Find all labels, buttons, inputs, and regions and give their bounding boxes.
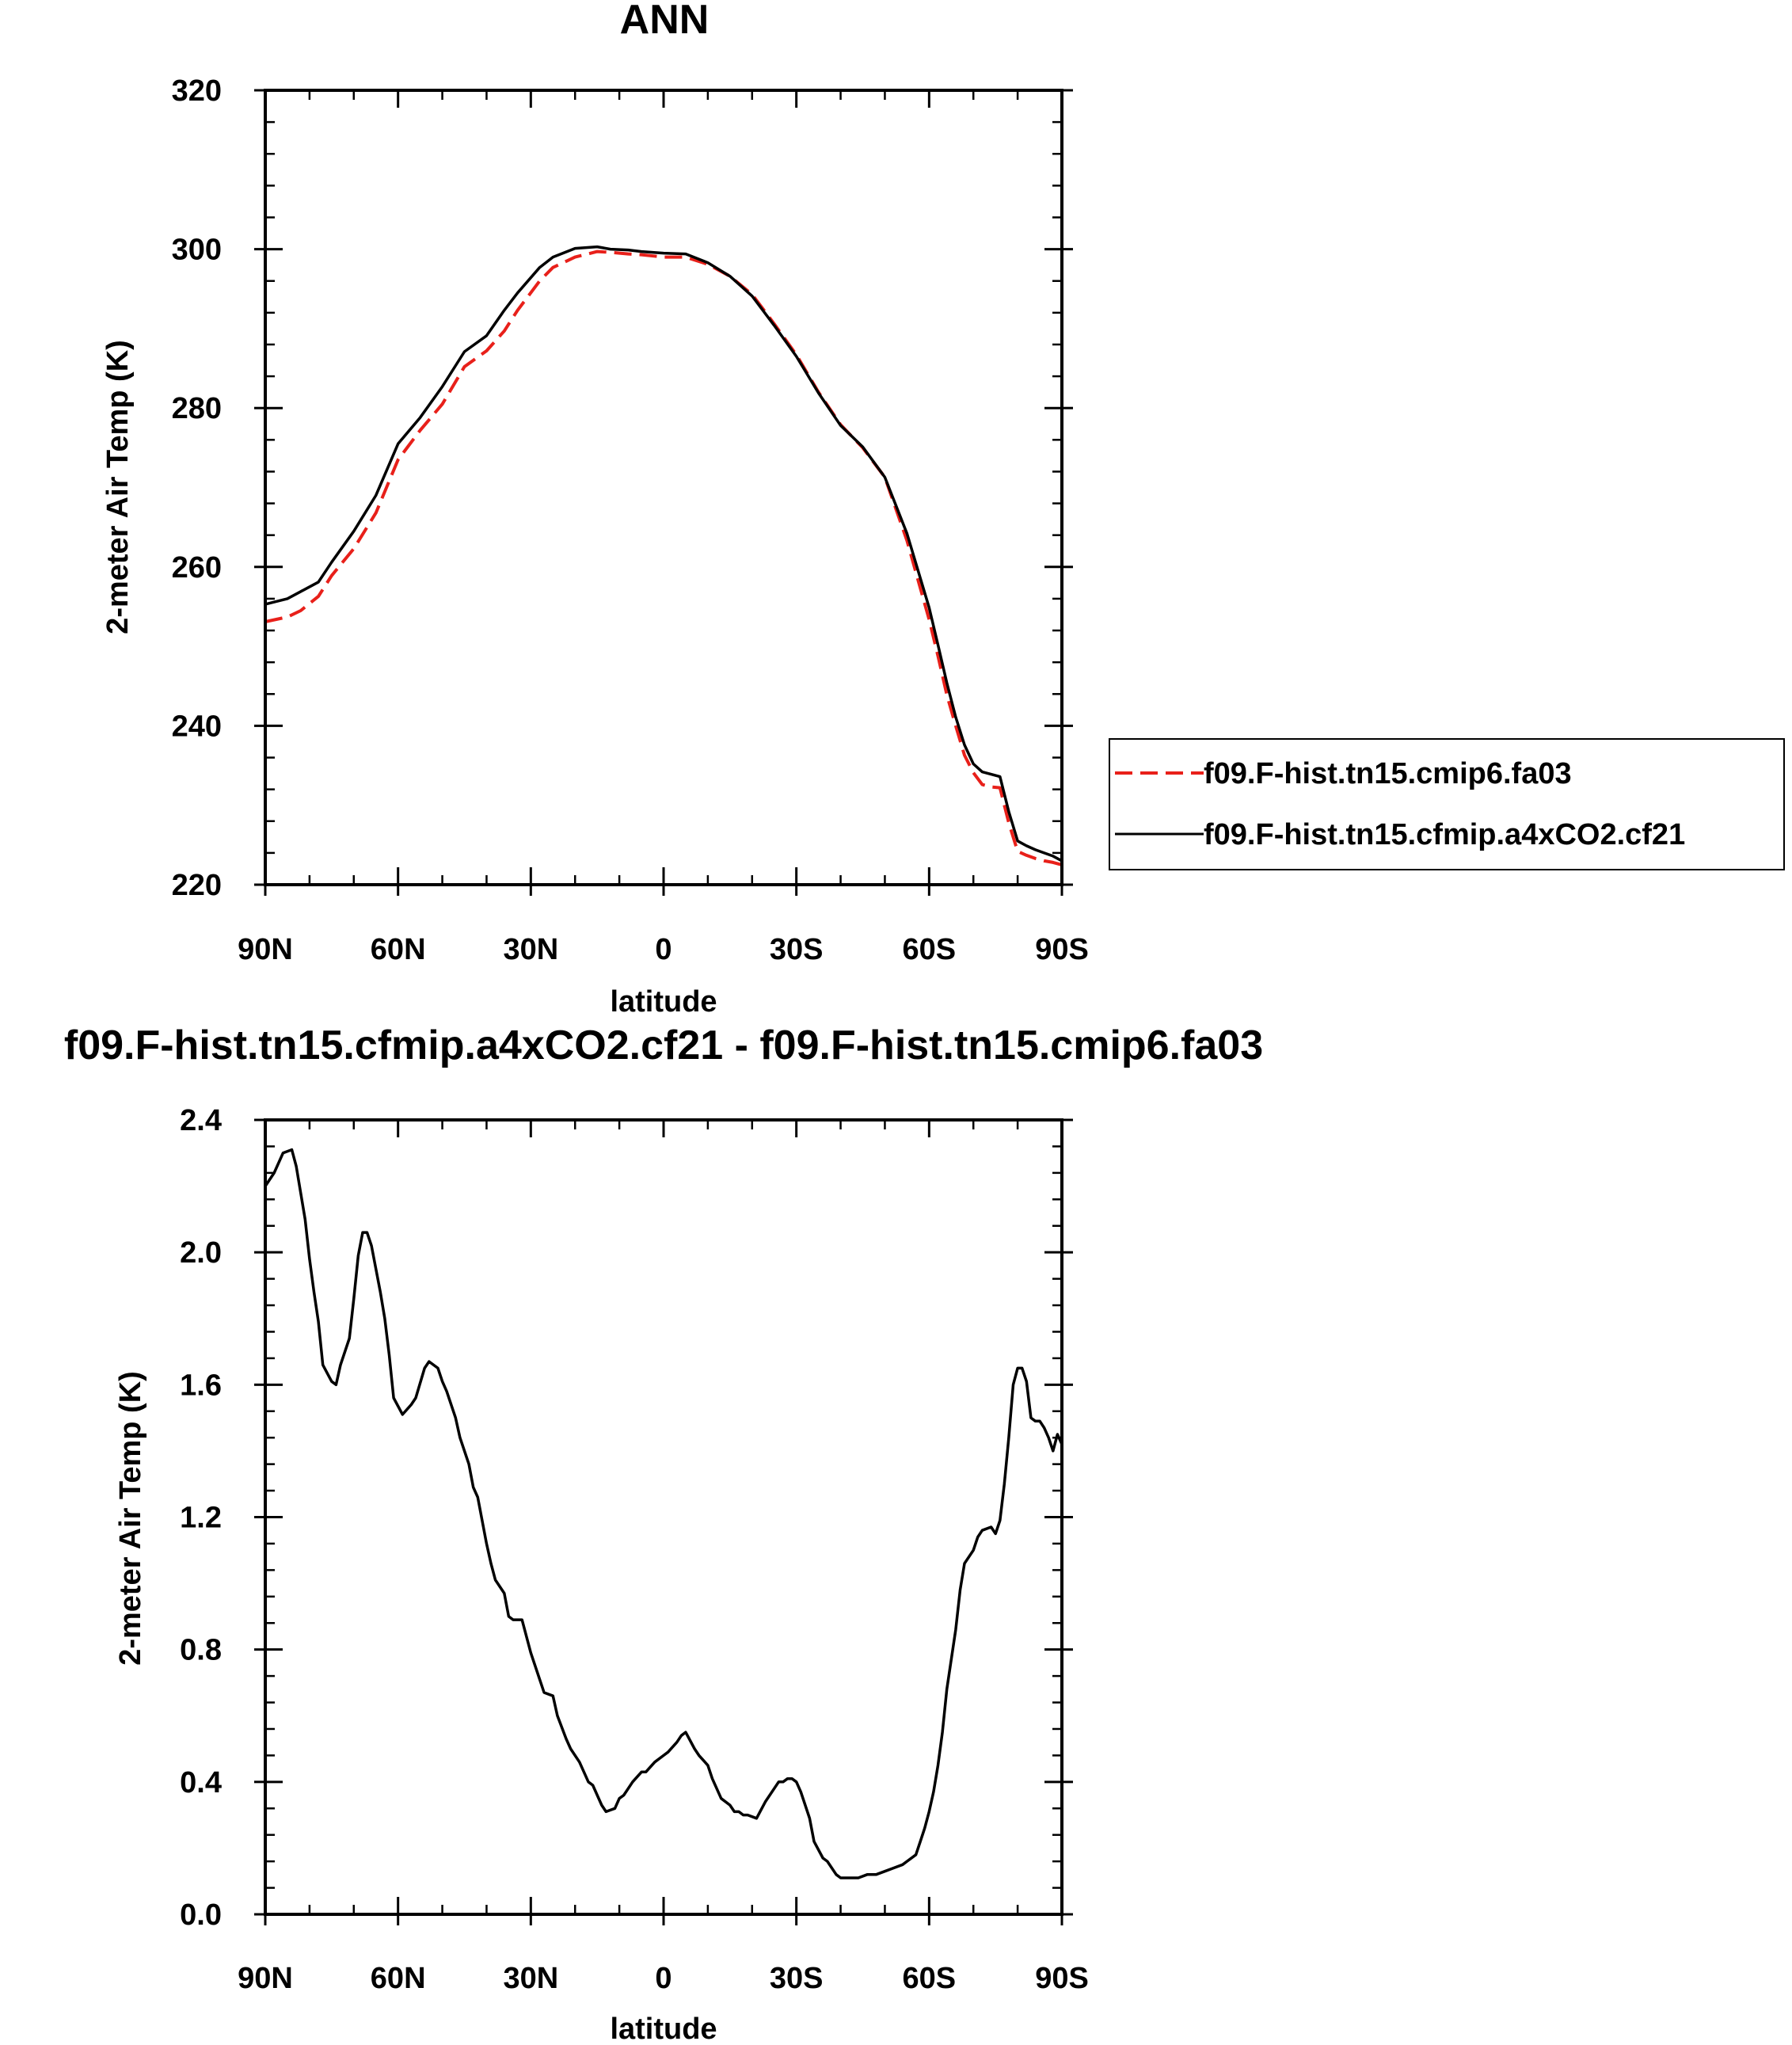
top-x-axis-label: latitude: [610, 985, 717, 1019]
bottom-plot-frame: [264, 1118, 1063, 1916]
top-panel: ANN 90N 60N 30N 0 30S 60S 90S 220 240 260 280 300 32…: [101, 0, 1089, 1019]
x-tick-label: 60N: [371, 1962, 426, 1995]
legend-label-fa03: f09.F-hist.tn15.cmip6.fa03: [1204, 757, 1572, 790]
bottom-panel: f09.F-hist.tn15.cfmip.a4xCO2.cf21 - f09.…: [64, 1022, 1263, 2045]
x-tick-label: 0: [655, 1962, 672, 1995]
y-tick-label: 280: [172, 392, 222, 425]
series-line-0-1: [264, 245, 1063, 863]
top-y-axis-label: 2-meter Air Temp (K): [101, 340, 135, 634]
y-tick-label: 1.6: [180, 1369, 222, 1402]
top-plot-frame: [264, 89, 1063, 886]
bottom-y-axis-label: 2-meter Air Temp (K): [114, 1371, 147, 1666]
top-chart-marks: 90N 60N 30N 0 30S 60S 90S 220 240 260 280 300 320: [172, 74, 1089, 966]
x-tick-label: 30S: [770, 1962, 824, 1995]
series-line-0-0: [264, 249, 1063, 866]
x-tick-label: 30S: [770, 933, 824, 966]
x-tick-label: 30N: [503, 1962, 558, 1995]
bottom-chart-title: f09.F-hist.tn15.cfmip.a4xCO2.cf21 - f09.…: [64, 1022, 1263, 1068]
legend-box: [1109, 738, 1785, 870]
y-tick-label: 2.0: [180, 1236, 222, 1270]
y-tick-label: 0.4: [180, 1766, 222, 1799]
legend-label-cf21: f09.F-hist.tn15.cfmip.a4xCO2.cf21: [1204, 818, 1685, 851]
legend: f09.F-hist.tn15.cmip6.fa03 f09.F-hist.tn…: [1109, 738, 1785, 870]
y-tick-label: 220: [172, 869, 222, 902]
top-chart-title: ANN: [620, 0, 710, 43]
y-tick-label: 260: [172, 551, 222, 585]
y-tick-label: 0.0: [180, 1898, 222, 1932]
series-line-1-0: [264, 1148, 1063, 1879]
y-tick-label: 320: [172, 74, 222, 108]
x-tick-label: 90N: [238, 933, 293, 966]
x-tick-label: 90S: [1035, 1962, 1089, 1995]
x-tick-label: 60N: [371, 933, 426, 966]
y-tick-label: 2.4: [180, 1104, 222, 1137]
y-tick-label: 240: [172, 710, 222, 743]
x-tick-label: 90N: [238, 1962, 293, 1995]
y-tick-label: 300: [172, 234, 222, 267]
bottom-x-axis-label: latitude: [610, 2013, 717, 2045]
bottom-chart-marks: 90N 60N 30N 0 30S 60S 90S 0.0 0.4 0.8 1.2 1.6 2.0 2.4: [180, 1104, 1089, 1995]
x-tick-label: 60S: [903, 933, 957, 966]
y-tick-label: 1.2: [180, 1502, 222, 1535]
x-tick-label: 30N: [503, 933, 558, 966]
x-tick-label: 0: [655, 933, 672, 966]
x-tick-label: 60S: [903, 1962, 957, 1995]
y-tick-label: 0.8: [180, 1634, 222, 1667]
x-tick-label: 90S: [1035, 933, 1089, 966]
